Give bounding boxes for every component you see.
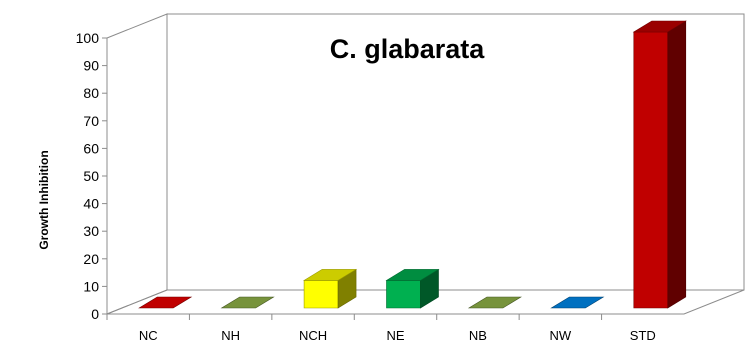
bar-top: [220, 296, 275, 309]
category-label: STD: [630, 328, 656, 343]
bar: [385, 268, 440, 309]
category-label: NC: [139, 328, 158, 343]
side-wall: [106, 13, 168, 315]
bar-top: [467, 296, 522, 309]
bar: [550, 296, 605, 309]
y-axis: 0 10 20 30 40 50 60 70 80 90 100: [76, 30, 107, 322]
bar: [303, 268, 358, 309]
y-tick-label: 100: [76, 30, 100, 46]
y-tick-label: 80: [83, 85, 99, 101]
bar: [467, 296, 522, 309]
category-label: NE: [386, 328, 404, 343]
y-tick-label: 30: [83, 223, 99, 239]
bar: [632, 20, 687, 309]
bar-top: [385, 269, 440, 281]
y-tick-label: 0: [91, 306, 99, 322]
y-tick-label: 20: [83, 251, 99, 267]
bars: [138, 20, 687, 309]
bar-front: [303, 280, 339, 309]
y-tick-label: 10: [83, 278, 99, 294]
category-label: NW: [550, 328, 572, 343]
bar-top: [138, 296, 193, 309]
x-axis: NC NH NCH NE NB NW STD: [106, 314, 656, 343]
bar: [220, 296, 275, 309]
bar-front: [386, 280, 421, 309]
y-tick-label: 40: [83, 196, 99, 212]
bar-top: [303, 269, 358, 281]
category-label: NH: [221, 328, 240, 343]
bar: [138, 296, 193, 309]
y-axis-label: Growth Inhibition: [37, 150, 51, 249]
y-tick-label: 70: [83, 113, 99, 129]
category-label: NCH: [299, 328, 327, 343]
chart-title: C. glabarata: [330, 34, 486, 64]
y-tick-label: 50: [83, 168, 99, 184]
bar-top: [550, 296, 605, 309]
bar-top: [632, 20, 687, 33]
y-tick-label: 60: [83, 140, 99, 156]
bar-front: [633, 31, 669, 309]
chart-frame: [106, 13, 745, 315]
bar-side: [667, 20, 687, 309]
floor: [106, 289, 745, 315]
category-label: NB: [469, 328, 487, 343]
y-tick-label: 90: [83, 58, 99, 74]
